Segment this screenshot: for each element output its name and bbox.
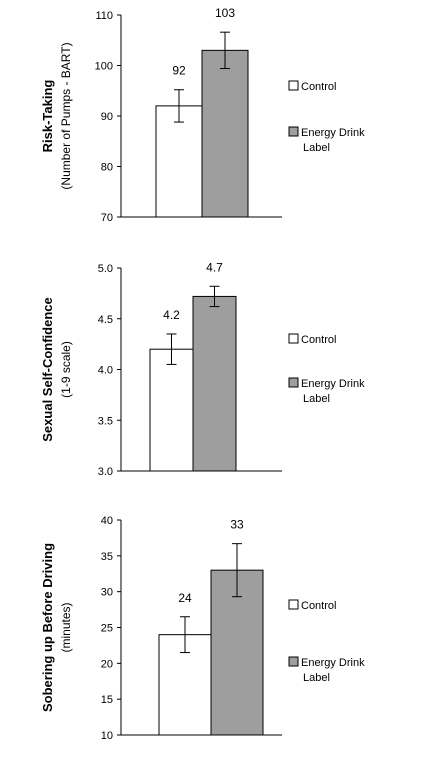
legend-label: Label <box>303 142 330 154</box>
legend-label: Energy Drink <box>301 378 365 390</box>
y-tick-label: 110 <box>95 10 113 22</box>
y-axis-title-line-1: Sexual Self-Confidence <box>40 297 55 441</box>
y-axis-title-line-2: (1-9 scale) <box>59 341 73 398</box>
legend-label: Control <box>301 334 336 346</box>
bar-energy-drink <box>210 569 264 736</box>
legend-swatch <box>288 377 299 388</box>
y-tick-label: 30 <box>101 587 113 599</box>
y-tick-label: 3.5 <box>98 415 113 427</box>
bar-control <box>149 348 194 472</box>
legend-swatch <box>288 126 299 137</box>
y-axis-title: Risk-Taking (Number of Pumps - BART) <box>40 42 73 189</box>
data-label: 92 <box>172 64 186 78</box>
y-tick-label: 100 <box>95 61 113 73</box>
y-tick-label: 3.0 <box>98 466 113 478</box>
y-axis-title-line-1: Risk-Taking <box>40 80 55 153</box>
y-tick-label: 10 <box>101 730 113 742</box>
data-label: 4.2 <box>163 308 180 322</box>
y-tick-label: 4.0 <box>98 365 113 377</box>
bar-energy-drink <box>192 295 237 472</box>
legend-swatch <box>288 80 299 91</box>
y-tick-label: 25 <box>101 623 113 635</box>
legend-label: Label <box>303 672 330 684</box>
y-tick-label: 80 <box>101 162 113 174</box>
y-tick-label: 4.5 <box>98 314 113 326</box>
y-tick-label: 15 <box>101 694 113 706</box>
legend-label: Control <box>301 81 336 93</box>
y-axis-title-line-1: Sobering up Before Driving <box>40 543 55 712</box>
sobering-up-chart: 10 15 20 25 30 35 40 Sobering up Before Driving… <box>40 515 365 742</box>
legend-swatch <box>288 333 299 344</box>
y-tick-label: 5.0 <box>98 263 113 275</box>
legend-swatch <box>288 599 299 610</box>
y-tick-label: 20 <box>101 658 113 670</box>
sexual-confidence-chart: 3.0 3.5 4.0 4.5 5.0 Sexual Self-Confidence (1-… <box>40 260 365 478</box>
y-tick-label: 90 <box>101 111 113 123</box>
y-tick-label: 40 <box>101 515 113 527</box>
y-tick-label: 35 <box>101 551 113 563</box>
data-label: 103 <box>215 6 235 20</box>
legend-label: Label <box>303 393 330 405</box>
legend-label: Control <box>301 600 336 612</box>
data-label: 24 <box>178 591 192 605</box>
legend-label: Energy Drink <box>301 127 365 139</box>
risk-taking-chart: 70 80 90 100 110 Risk-Taking (Number of Pumps … <box>40 6 365 224</box>
y-axis-title: Sobering up Before Driving (minutes) <box>40 543 73 712</box>
legend-swatch <box>288 656 299 667</box>
bar-control <box>155 105 203 218</box>
bar-energy-drink <box>201 49 249 218</box>
legend-label: Energy Drink <box>301 657 365 669</box>
y-axis-title-line-2: (minutes) <box>59 602 73 652</box>
y-axis-title-line-2: (Number of Pumps - BART) <box>59 42 73 189</box>
data-label: 33 <box>230 518 244 532</box>
y-tick-label: 70 <box>101 212 113 224</box>
y-axis-title: Sexual Self-Confidence (1-9 scale) <box>40 297 73 441</box>
data-label: 4.7 <box>206 260 223 274</box>
